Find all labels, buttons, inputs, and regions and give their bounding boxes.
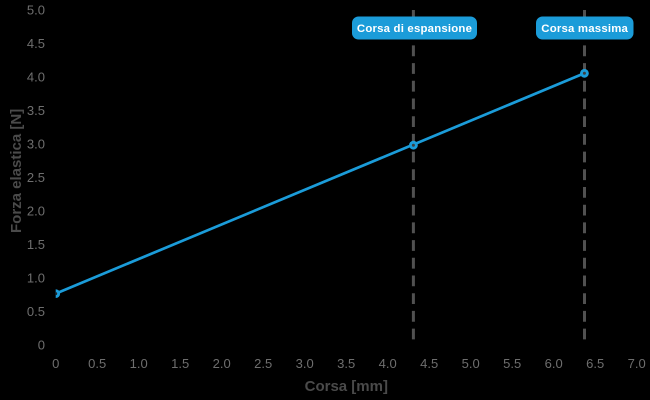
- svg-text:1.0: 1.0: [130, 356, 148, 371]
- svg-text:Corsa massima: Corsa massima: [541, 23, 628, 35]
- svg-text:4.0: 4.0: [27, 69, 45, 84]
- svg-text:1.0: 1.0: [27, 270, 45, 285]
- svg-text:4.0: 4.0: [379, 356, 397, 371]
- svg-text:Corsa [mm]: Corsa [mm]: [305, 378, 388, 395]
- svg-text:0: 0: [52, 356, 59, 371]
- svg-text:0.5: 0.5: [88, 356, 106, 371]
- svg-text:7.0: 7.0: [628, 356, 646, 371]
- svg-text:2.5: 2.5: [27, 170, 45, 185]
- svg-text:4.5: 4.5: [27, 36, 45, 51]
- svg-text:Corsa di espansione: Corsa di espansione: [357, 23, 472, 35]
- svg-text:2.0: 2.0: [27, 203, 45, 218]
- svg-text:3.5: 3.5: [27, 103, 45, 118]
- svg-text:6.5: 6.5: [586, 356, 604, 371]
- svg-text:2.5: 2.5: [254, 356, 272, 371]
- svg-text:5.0: 5.0: [462, 356, 480, 371]
- svg-text:1.5: 1.5: [171, 356, 189, 371]
- svg-text:5.5: 5.5: [503, 356, 521, 371]
- svg-text:1.5: 1.5: [27, 237, 45, 252]
- svg-text:Forza elastica [N]: Forza elastica [N]: [8, 109, 25, 233]
- svg-text:4.5: 4.5: [420, 356, 438, 371]
- svg-text:3.0: 3.0: [296, 356, 314, 371]
- svg-text:0: 0: [38, 337, 45, 352]
- svg-text:3.5: 3.5: [337, 356, 355, 371]
- svg-text:0.5: 0.5: [27, 304, 45, 319]
- svg-text:5.0: 5.0: [27, 2, 45, 17]
- svg-text:3.0: 3.0: [27, 136, 45, 151]
- svg-text:6.0: 6.0: [545, 356, 563, 371]
- svg-text:2.0: 2.0: [213, 356, 231, 371]
